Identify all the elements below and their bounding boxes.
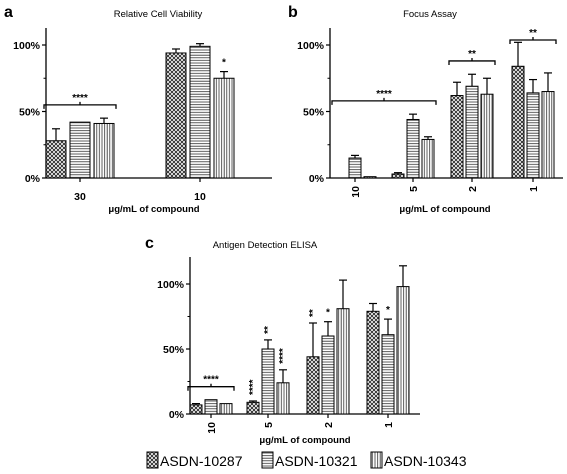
significance-label-c: **** (203, 375, 219, 386)
significance-label-c: * (326, 308, 330, 319)
bar-b-s1-1 (511, 65, 525, 179)
bar-b-s2-5 (406, 118, 420, 179)
bar-a-s2-10 (189, 45, 211, 179)
x-tick-label-a: 30 (74, 191, 86, 203)
panel-letter-a: a (4, 4, 13, 21)
bar-b-s1-2 (450, 95, 464, 179)
bar-c-s2-10 (204, 399, 218, 415)
significance-label-b: ** (468, 49, 476, 60)
panel-letter-c: c (145, 235, 154, 252)
significance-bracket-c (187, 383, 235, 391)
significance-label-a: * (222, 58, 226, 69)
legend-swatch-asdn-10321 (261, 451, 274, 469)
bar-a-s3-30 (93, 122, 115, 179)
y-tick-label-a: 100% (13, 40, 41, 52)
bar-c-s1-1 (366, 310, 380, 415)
bar-c-s2-2 (321, 335, 335, 415)
bar-a-s2-30 (69, 121, 91, 179)
significance-label-b: **** (376, 89, 392, 100)
x-axis-label-a: μg/mL of compound (108, 204, 199, 215)
x-axis-label-c: μg/mL of compound (259, 435, 350, 446)
legend: ASDN-10287 ASDN-10321 ASDN-10343 (146, 451, 467, 469)
bar-b-s2-2 (465, 85, 479, 179)
legend-swatch-asdn-10287 (146, 451, 159, 469)
y-tick-label-c: 50% (163, 344, 185, 356)
bar-c-s1-5 (246, 401, 260, 415)
x-tick-label-c: 5 (263, 422, 275, 428)
significance-label-c: **** (248, 379, 259, 395)
bar-b-s3-5 (421, 138, 435, 179)
panel-b: b Focus Assay 0% 50% 100% 10 5 2 1 μg/mL of comp… (288, 4, 563, 215)
x-axis-label-b: μg/mL of compound (399, 204, 490, 215)
significance-bracket-b (509, 37, 557, 44)
x-tick-label-b: 10 (350, 186, 362, 198)
significance-label-b: ** (529, 28, 537, 39)
bar-c-s2-1 (381, 334, 395, 415)
bar-c-s3-10 (219, 403, 233, 415)
y-tick-label-c: 100% (157, 279, 185, 291)
chart-title-c: Antigen Detection ELISA (213, 240, 318, 251)
significance-bracket-b (448, 57, 496, 65)
significance-bracket-a (43, 101, 117, 109)
panel-letter-b: b (288, 4, 298, 21)
bar-b-s3-10 (363, 176, 377, 179)
bar-a-s1-10 (165, 52, 187, 179)
bar-c-s1-10 (189, 404, 203, 415)
bar-c-s1-2 (306, 356, 320, 415)
bar-c-s3-1 (396, 286, 410, 415)
significance-bracket-b (331, 97, 437, 105)
chart-title-b: Focus Assay (403, 9, 457, 20)
y-tick-label-a: 50% (19, 107, 41, 119)
y-tick-label-c: 0% (169, 409, 185, 421)
bar-a-s3-10 (213, 77, 235, 179)
x-tick-label-b: 1 (528, 186, 540, 192)
panel-c: c Antigen Detection ELISA 0% 50% 100% 10 5 2 1 μ… (145, 235, 420, 446)
panel-a: a Relative Cell Viability 0% 50% 100% 30 10μg… (4, 4, 272, 215)
legend-label-asdn-10321: ASDN-10321 (275, 453, 358, 469)
bar-c-s3-2 (336, 308, 350, 415)
significance-label-c: ** (263, 326, 274, 334)
x-tick-label-c: 10 (206, 422, 218, 434)
y-tick-label-b: 0% (309, 173, 325, 185)
x-tick-label-a: 10 (194, 191, 206, 203)
legend-label-asdn-10287: ASDN-10287 (160, 453, 243, 469)
bar-b-s3-1 (541, 91, 555, 179)
x-tick-label-b: 5 (408, 186, 420, 192)
significance-label-c: * (386, 305, 390, 316)
bar-b-s1-5 (391, 173, 405, 179)
significance-label-c: **** (278, 348, 289, 364)
bar-b-s3-2 (480, 93, 494, 179)
y-tick-label-b: 100% (297, 40, 325, 52)
bar-c-s2-5 (261, 348, 275, 415)
x-tick-label-b: 2 (467, 186, 479, 192)
legend-label-asdn-10343: ASDN-10343 (384, 453, 467, 469)
bar-b-s2-1 (526, 92, 540, 179)
x-tick-label-c: 2 (323, 422, 335, 428)
bar-a-s1-30 (45, 140, 67, 179)
significance-label-a: **** (72, 93, 88, 104)
bar-b-s2-10 (348, 157, 362, 179)
y-tick-label-b: 50% (303, 107, 325, 119)
x-tick-label-c: 1 (383, 422, 395, 428)
significance-label-c: ** (308, 309, 319, 317)
bar-c-s3-5 (276, 382, 290, 415)
chart-title-a: Relative Cell Viability (114, 9, 203, 20)
legend-swatch-asdn-10343 (370, 451, 383, 469)
y-tick-label-a: 0% (25, 173, 41, 185)
